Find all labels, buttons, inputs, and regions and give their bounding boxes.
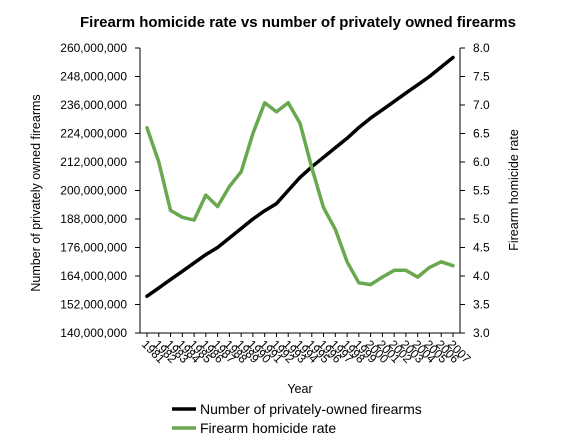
series-line-firearms xyxy=(145,55,455,298)
left-y-axis-ticks: 140,000,000 152,000,000 164,000,000 176,000… xyxy=(60,41,140,340)
right-tick-label: 6.5 xyxy=(473,127,490,141)
right-tick-label: 5.5 xyxy=(473,184,490,198)
series-line-homicide-rate xyxy=(145,100,455,287)
left-tick-label: 212,000,000 xyxy=(60,155,127,169)
right-y-axis-label: Firearm homicide rate xyxy=(507,129,521,251)
left-tick-label: 200,000,000 xyxy=(60,184,127,198)
legend: Number of privately-owned firearms Firea… xyxy=(172,401,422,436)
left-tick-label: 188,000,000 xyxy=(60,212,127,226)
left-tick-label: 236,000,000 xyxy=(60,98,127,112)
right-tick-label: 7.5 xyxy=(473,70,490,84)
right-tick-label: 7.0 xyxy=(473,98,490,112)
right-tick-label: 4.5 xyxy=(473,241,490,255)
left-tick-label: 224,000,000 xyxy=(60,127,127,141)
right-tick-label: 3.0 xyxy=(473,326,490,340)
legend-label-homicide: Firearm homicide rate xyxy=(200,420,336,436)
right-tick-label: 3.5 xyxy=(473,298,490,312)
left-tick-label: 140,000,000 xyxy=(60,326,127,340)
right-y-axis-ticks: 3.0 3.5 4.0 4.5 5.0 5.5 6.0 6.5 7.0 7.5 8.0 xyxy=(460,41,490,340)
right-tick-label: 4.0 xyxy=(473,269,490,283)
x-axis-label: Year xyxy=(287,382,312,396)
right-tick-label: 6.0 xyxy=(473,155,490,169)
left-tick-label: 260,000,000 xyxy=(60,41,127,55)
chart-title: Firearm homicide rate vs number of priva… xyxy=(80,14,516,31)
left-tick-label: 152,000,000 xyxy=(60,298,127,312)
legend-label-firearms: Number of privately-owned firearms xyxy=(200,401,422,417)
right-tick-label: 5.0 xyxy=(473,212,490,226)
series-layer xyxy=(145,55,455,298)
left-tick-label: 248,000,000 xyxy=(60,70,127,84)
right-tick-label: 8.0 xyxy=(473,41,490,55)
left-tick-label: 176,000,000 xyxy=(60,241,127,255)
x-axis-ticks: 1981198219831984198519861987198819891990… xyxy=(139,333,474,366)
left-y-axis-label: Number of privately owned firearms xyxy=(29,94,43,291)
left-tick-label: 164,000,000 xyxy=(60,269,127,283)
